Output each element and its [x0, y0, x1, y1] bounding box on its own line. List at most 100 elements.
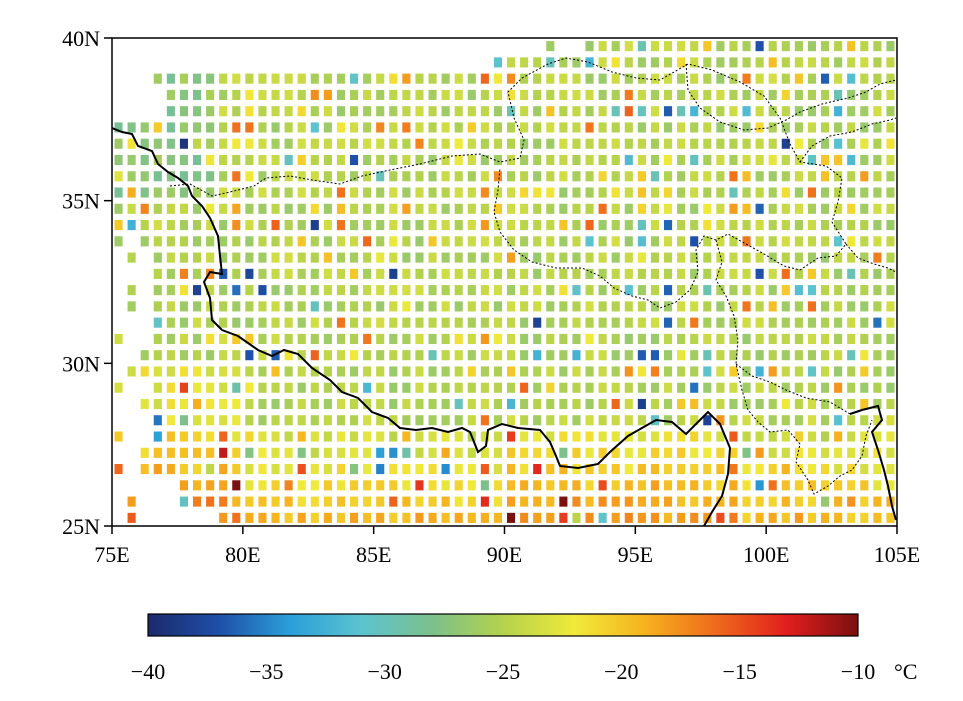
colorbar-tick-label: −15	[722, 659, 756, 684]
grid-cell	[376, 350, 385, 361]
grid-cell	[297, 301, 306, 312]
grid-cell	[847, 203, 856, 214]
grid-cell	[703, 398, 712, 410]
grid-cell	[834, 187, 843, 198]
grid-cell	[546, 89, 555, 100]
grid-cell	[219, 220, 228, 231]
grid-cell	[611, 203, 620, 214]
grid-cell	[376, 268, 385, 279]
grid-cell	[467, 203, 476, 214]
grid-cell	[297, 496, 306, 507]
grid-cell	[703, 415, 712, 426]
grid-cell	[467, 382, 476, 393]
grid-cell	[480, 431, 489, 442]
map-background	[112, 38, 897, 526]
grid-cell	[363, 512, 372, 523]
grid-cell	[820, 203, 830, 214]
grid-cell	[807, 171, 817, 182]
grid-cell	[297, 512, 306, 523]
grid-cell	[572, 317, 581, 328]
grid-cell	[807, 203, 817, 214]
grid-cell	[611, 464, 620, 475]
grid-cell	[310, 138, 319, 149]
grid-cell	[402, 398, 411, 410]
grid-cell	[585, 382, 594, 393]
grid-cell	[677, 398, 686, 410]
grid-cell	[415, 350, 424, 361]
grid-cell	[376, 236, 385, 247]
grid-cell	[310, 89, 319, 100]
grid-cell	[271, 431, 280, 442]
grid-cell	[166, 333, 175, 344]
grid-cell	[363, 285, 372, 296]
grid-cell	[441, 220, 450, 231]
grid-cell	[166, 203, 175, 214]
grid-cell	[807, 447, 817, 458]
grid-cell	[232, 496, 241, 507]
grid-cell	[690, 252, 699, 263]
grid-cell	[389, 366, 398, 377]
grid-cell	[807, 252, 817, 263]
grid-cell	[336, 220, 346, 231]
grid-cell	[467, 268, 476, 279]
grid-cell	[467, 333, 476, 344]
grid-cell	[166, 464, 175, 475]
grid-cell	[873, 512, 882, 523]
grid-cell	[598, 317, 607, 328]
grid-cell	[336, 398, 346, 410]
grid-cell	[310, 317, 319, 328]
grid-cell	[677, 73, 686, 84]
grid-cell	[703, 431, 712, 442]
grid-cell	[506, 89, 516, 100]
grid-cell	[690, 57, 699, 68]
grid-cell	[559, 138, 568, 149]
grid-cell	[192, 301, 202, 312]
grid-cell	[585, 268, 594, 279]
grid-cell	[598, 512, 607, 523]
grid-cell	[454, 431, 463, 442]
grid-cell	[598, 252, 607, 263]
grid-cell	[336, 252, 346, 263]
grid-cell	[820, 73, 830, 84]
grid-cell	[886, 464, 895, 475]
grid-cell	[376, 171, 385, 182]
grid-cell	[467, 285, 476, 296]
grid-cell	[297, 415, 306, 426]
grid-cell	[493, 512, 503, 523]
grid-cell	[834, 268, 843, 279]
grid-cell	[153, 187, 162, 198]
grid-cell	[336, 350, 346, 361]
grid-cell	[389, 512, 398, 523]
grid-cell	[428, 431, 437, 442]
grid-cell	[402, 285, 411, 296]
grid-cell	[520, 464, 529, 475]
grid-cell	[467, 480, 476, 491]
grid-cell	[153, 398, 162, 410]
grid-cell	[271, 285, 280, 296]
grid-cell	[559, 447, 568, 458]
grid-cell	[258, 366, 267, 377]
grid-cell	[807, 333, 817, 344]
grid-cell	[820, 480, 830, 491]
grid-cell	[310, 203, 319, 214]
grid-cell	[716, 220, 725, 231]
grid-cell	[297, 464, 306, 475]
grid-cell	[585, 73, 594, 84]
grid-cell	[860, 382, 869, 393]
grid-cell	[820, 106, 830, 117]
grid-cell	[886, 89, 895, 100]
grid-cell	[624, 350, 633, 361]
grid-cell	[886, 268, 895, 279]
grid-cell	[245, 447, 254, 458]
grid-cell	[506, 171, 516, 182]
grid-cell	[310, 236, 319, 247]
grid-cell	[742, 464, 751, 475]
grid-cell	[873, 415, 882, 426]
grid-cell	[245, 89, 254, 100]
grid-cell	[232, 301, 241, 312]
grid-cell	[716, 496, 725, 507]
grid-cell	[349, 447, 359, 458]
grid-cell	[179, 154, 189, 166]
grid-cell	[768, 382, 777, 393]
grid-cell	[663, 431, 673, 442]
